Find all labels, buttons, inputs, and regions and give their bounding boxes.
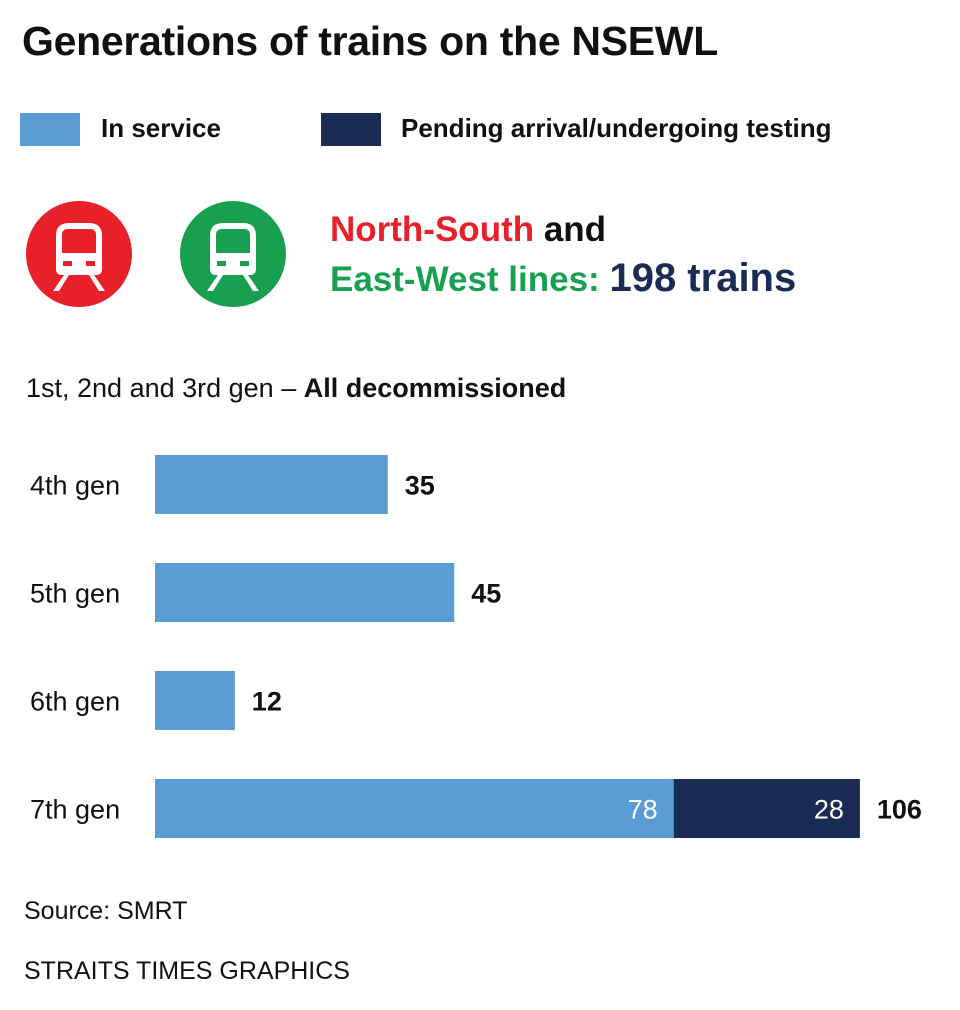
bar-segment [155,563,455,622]
north-south-train-icon [26,201,132,307]
category-label: 6th gen [30,687,120,717]
bar-segment [673,779,860,838]
credit-note: STRAITS TIMES GRAPHICS [24,957,350,985]
decommissioned-note: 1st, 2nd and 3rd gen – All decommissione… [26,373,566,404]
chart-title: Generations of trains on the NSEWL [22,18,718,64]
and-label: and [534,210,607,249]
legend-label-pending: Pending arrival/undergoing testing [401,113,832,143]
segment-value-label: 28 [814,795,844,825]
legend-swatch-in-service [20,113,80,146]
bar-segment [155,779,674,838]
bar-segment [155,455,388,514]
bar-chart: 4th gen 35 5th gen 45 6th gen 12 7th gen 78 28 10… [30,455,922,838]
headline-line-1: North-South and [330,210,606,250]
bar-total-label: 12 [252,687,282,717]
bar-segment [155,671,235,730]
segment-value-label: 78 [628,795,658,825]
total-trains-label: 198 trains [609,256,797,300]
legend-swatch-pending [321,113,381,146]
category-label: 5th gen [30,579,120,609]
bar-total-label: 106 [877,795,922,825]
decommissioned-emphasis: All decommissioned [303,373,567,403]
category-label: 4th gen [30,471,120,501]
east-west-label: East-West lines: [330,260,600,299]
north-south-label: North-South [330,210,535,249]
bar-total-label: 45 [471,579,501,609]
legend-label-in-service: In service [101,113,221,143]
source-note: Source: SMRT [24,897,188,925]
category-label: 7th gen [30,795,120,825]
decommissioned-prefix: 1st, 2nd and 3rd gen – [26,373,304,403]
bar-total-label: 35 [405,471,435,501]
headline-line-2: East-West lines: 198 trains [330,256,796,301]
east-west-train-icon [180,201,286,307]
